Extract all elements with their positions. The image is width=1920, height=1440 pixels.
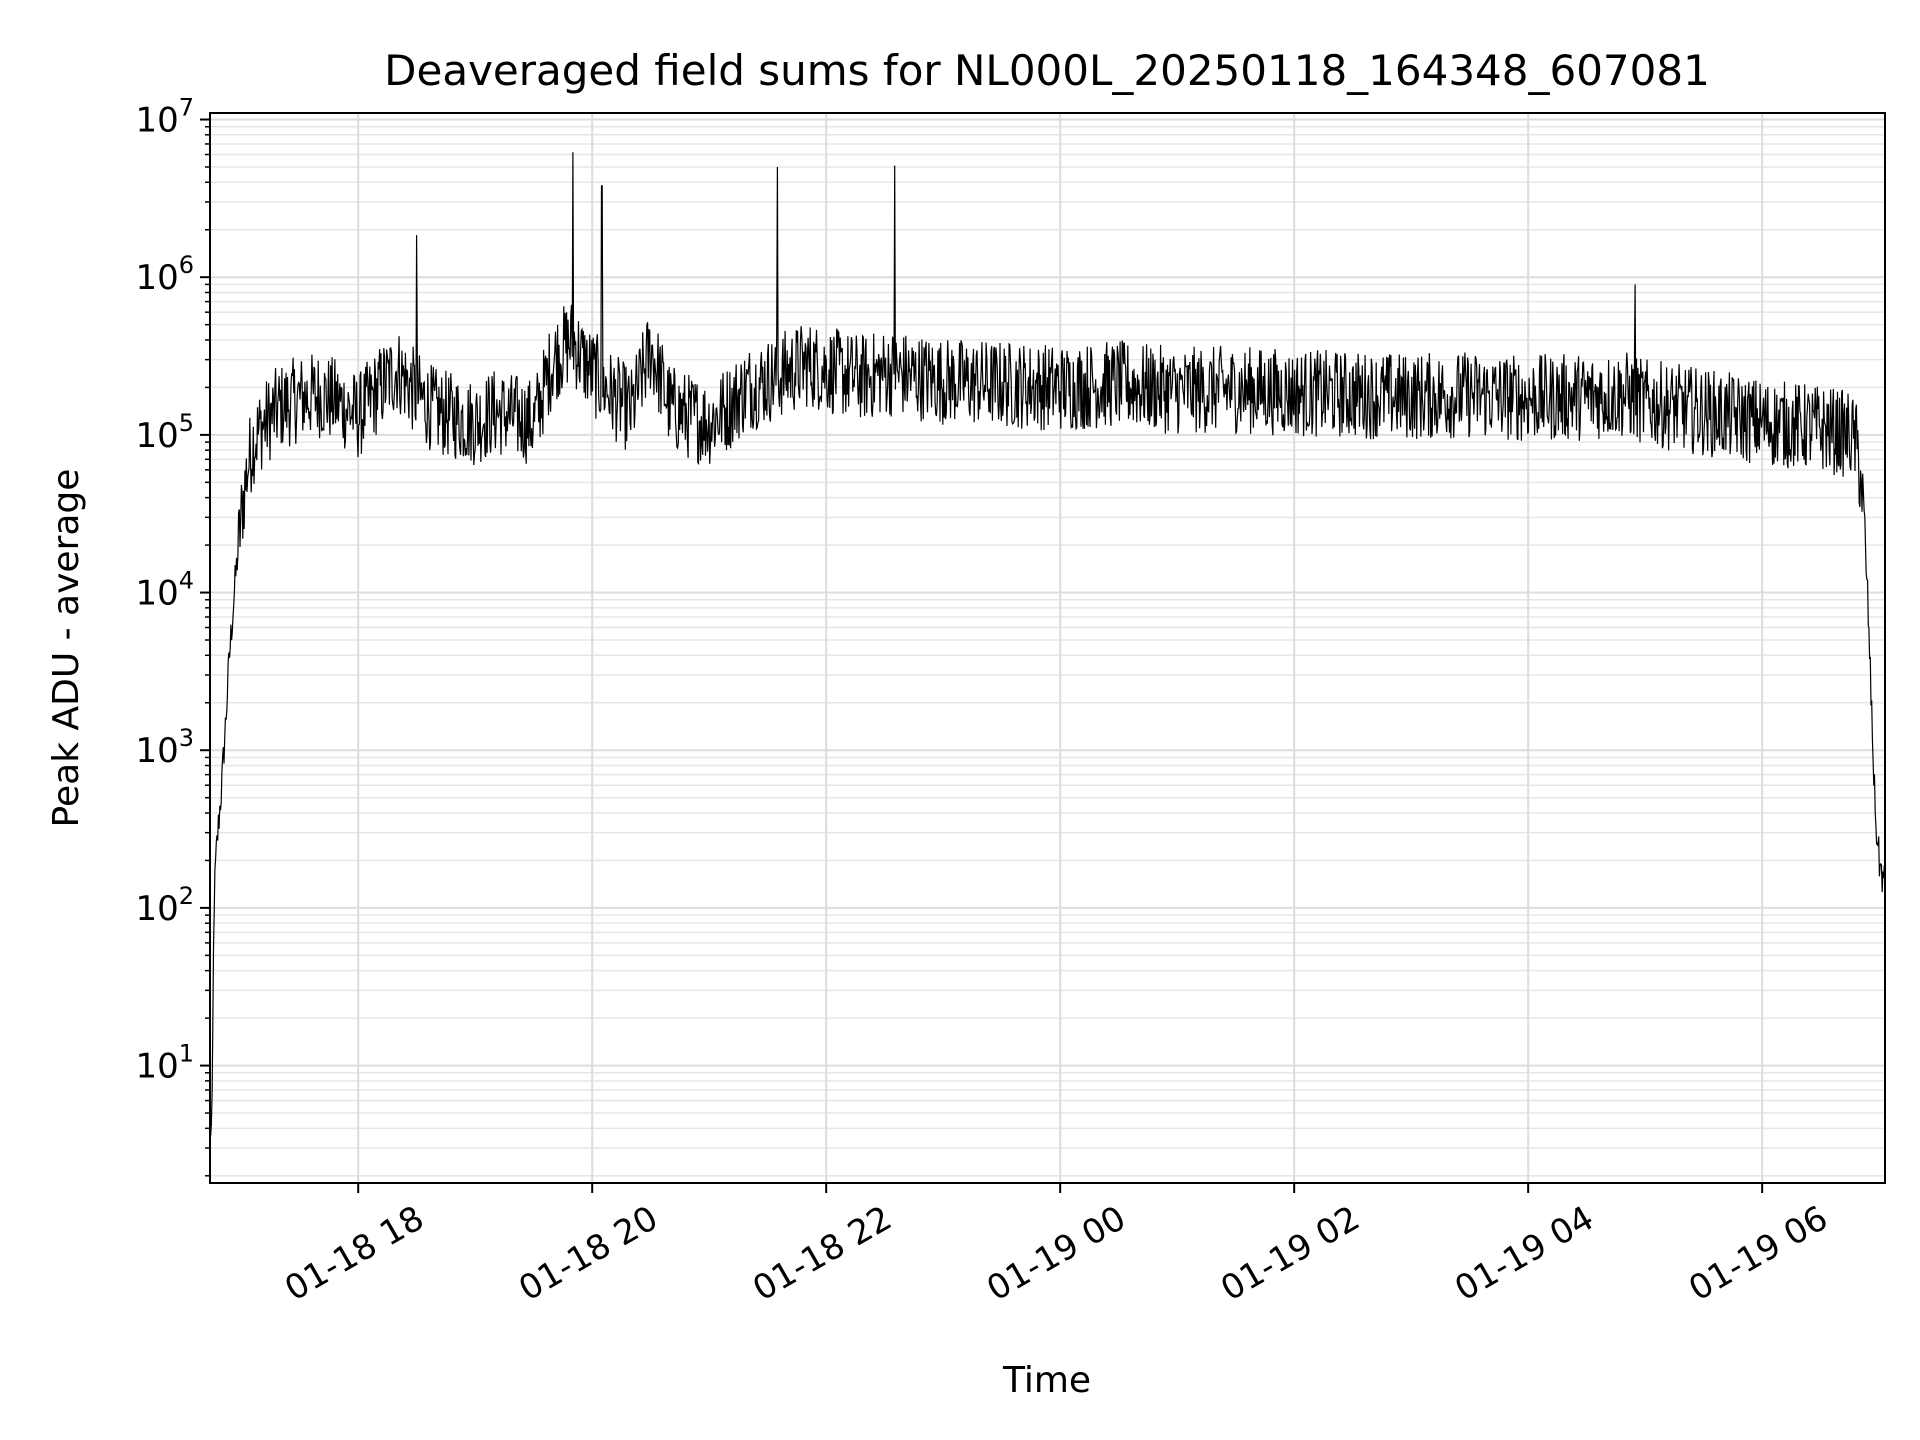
y-tick-label: 104 [135, 567, 194, 614]
x-tick-label: 01-18 18 [278, 1198, 430, 1309]
y-tick-label: 107 [135, 94, 194, 141]
y-axis: 101 102 103 104 105 106 107 [135, 94, 210, 1177]
x-axis: 01-18 18 01-18 20 01-18 22 01-19 00 01-19 02… [278, 1183, 1835, 1309]
x-tick-label: 01-19 02 [1214, 1198, 1366, 1309]
y-axis-label: Peak ADU - average [46, 469, 87, 828]
grid [210, 113, 1885, 1183]
series-line [209, 152, 1886, 1136]
y-tick-label: 102 [135, 882, 194, 929]
series-layer [209, 152, 1886, 1136]
x-tick-label: 01-18 20 [512, 1198, 664, 1309]
y-tick-label: 103 [135, 724, 194, 771]
y-tick-label: 105 [135, 409, 194, 456]
x-tick-label: 01-18 22 [746, 1198, 898, 1309]
chart-title: Deaveraged field sums for NL000L_2025011… [384, 46, 1710, 95]
plot-frame [209, 112, 1886, 1184]
x-tick-label: 01-19 06 [1682, 1198, 1834, 1309]
x-axis-label: Time [1002, 1360, 1091, 1401]
y-tick-label: 101 [135, 1040, 194, 1087]
y-tick-label: 106 [135, 251, 194, 298]
x-tick-label: 01-19 00 [980, 1198, 1132, 1309]
x-tick-label: 01-19 04 [1448, 1198, 1600, 1309]
